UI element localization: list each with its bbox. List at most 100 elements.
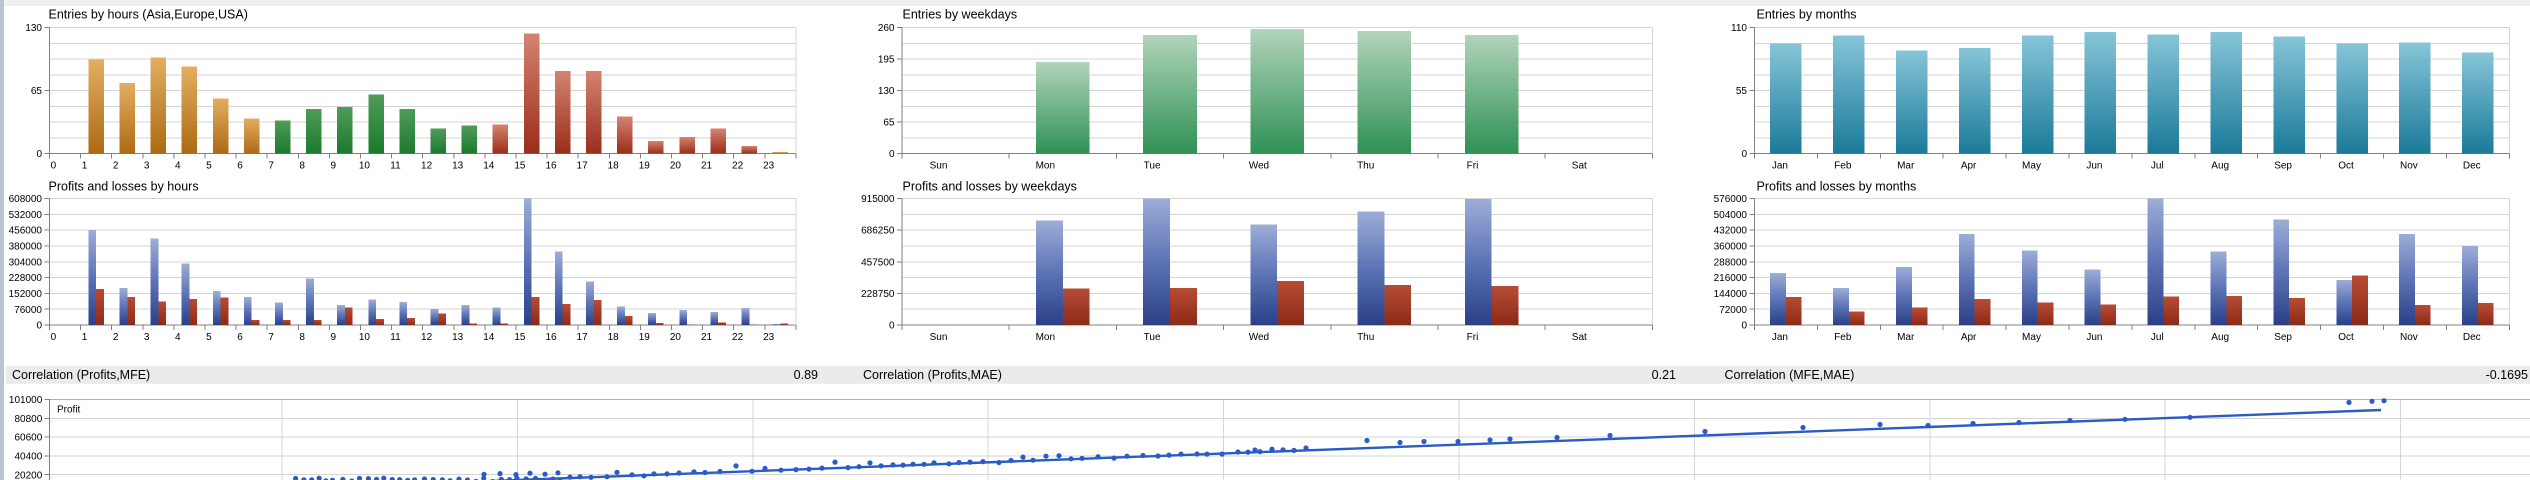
svg-text:Mon: Mon (1036, 161, 1055, 172)
svg-text:Nov: Nov (2400, 161, 2418, 172)
svg-text:380000: 380000 (9, 242, 43, 253)
svg-text:Profit: Profit (57, 405, 81, 416)
svg-text:12: 12 (421, 161, 433, 172)
svg-text:13: 13 (452, 332, 464, 343)
svg-text:576000: 576000 (1714, 194, 1748, 205)
svg-text:228750: 228750 (861, 289, 895, 300)
svg-text:Fri: Fri (1467, 161, 1479, 172)
svg-text:152000: 152000 (9, 289, 43, 300)
svg-text:0.21: 0.21 (1652, 368, 1676, 382)
svg-text:60600: 60600 (14, 433, 42, 444)
svg-text:Jun: Jun (2086, 161, 2102, 172)
svg-text:Jul: Jul (2151, 332, 2164, 343)
svg-text:Profits and losses by weekdays: Profits and losses by weekdays (903, 180, 1077, 194)
svg-text:40400: 40400 (14, 452, 42, 463)
svg-text:Sun: Sun (930, 332, 948, 343)
svg-text:14: 14 (483, 161, 495, 172)
svg-text:5: 5 (206, 332, 212, 343)
svg-text:22: 22 (732, 332, 744, 343)
svg-text:Sat: Sat (1572, 332, 1587, 343)
svg-text:360000: 360000 (1714, 242, 1748, 253)
svg-text:11: 11 (390, 332, 401, 343)
svg-text:6: 6 (237, 332, 243, 343)
svg-text:0: 0 (889, 149, 895, 160)
svg-text:Jun: Jun (2086, 332, 2102, 343)
svg-text:2: 2 (113, 332, 119, 343)
svg-text:532000: 532000 (9, 210, 43, 221)
svg-text:19: 19 (639, 161, 651, 172)
svg-text:Dec: Dec (2463, 332, 2481, 343)
svg-text:18: 18 (608, 161, 620, 172)
svg-text:May: May (2022, 161, 2041, 172)
svg-text:21: 21 (701, 161, 713, 172)
svg-text:432000: 432000 (1714, 226, 1748, 237)
svg-text:Correlation (Profits,MAE): Correlation (Profits,MAE) (863, 368, 1002, 382)
svg-text:2: 2 (113, 161, 119, 172)
svg-text:0: 0 (51, 332, 57, 343)
svg-text:288000: 288000 (1714, 257, 1748, 268)
svg-text:Entries by hours (Asia,Europe,: Entries by hours (Asia,Europe,USA) (49, 8, 248, 22)
svg-text:915000: 915000 (861, 194, 895, 205)
svg-text:65: 65 (883, 118, 895, 129)
svg-text:23: 23 (763, 161, 775, 172)
svg-text:18: 18 (608, 332, 620, 343)
svg-text:216000: 216000 (1714, 273, 1748, 284)
svg-text:Feb: Feb (1834, 161, 1852, 172)
svg-text:Jan: Jan (1772, 332, 1788, 343)
svg-text:0: 0 (36, 321, 42, 332)
svg-text:195: 195 (878, 55, 895, 66)
svg-text:16: 16 (545, 332, 557, 343)
svg-text:304000: 304000 (9, 257, 43, 268)
svg-text:Correlation (Profits,MFE): Correlation (Profits,MFE) (12, 368, 150, 382)
svg-text:Mar: Mar (1897, 161, 1915, 172)
svg-text:0: 0 (1741, 321, 1747, 332)
svg-text:686250: 686250 (861, 226, 895, 237)
svg-text:9: 9 (331, 161, 337, 172)
svg-text:20: 20 (670, 332, 682, 343)
svg-text:Dec: Dec (2463, 161, 2481, 172)
svg-text:130: 130 (878, 86, 895, 97)
svg-text:3: 3 (144, 332, 150, 343)
svg-text:20200: 20200 (14, 470, 42, 480)
svg-text:17: 17 (577, 332, 589, 343)
svg-text:Wed: Wed (1249, 161, 1269, 172)
svg-text:7: 7 (268, 161, 274, 172)
svg-text:14: 14 (483, 332, 495, 343)
svg-text:6: 6 (237, 161, 243, 172)
svg-text:Nov: Nov (2400, 332, 2418, 343)
svg-text:Aug: Aug (2211, 161, 2229, 172)
svg-text:15: 15 (514, 161, 526, 172)
svg-text:Entries by months: Entries by months (1757, 8, 1857, 22)
svg-text:-0.1695: -0.1695 (2486, 368, 2528, 382)
svg-text:144000: 144000 (1714, 289, 1748, 300)
svg-text:Sun: Sun (930, 161, 948, 172)
svg-text:Fri: Fri (1467, 332, 1479, 343)
svg-text:76000: 76000 (14, 305, 42, 316)
svg-text:Oct: Oct (2338, 332, 2354, 343)
svg-text:10: 10 (359, 332, 371, 343)
svg-text:457500: 457500 (861, 257, 895, 268)
svg-text:608000: 608000 (9, 194, 43, 205)
svg-text:80800: 80800 (14, 414, 42, 425)
svg-text:Entries by weekdays: Entries by weekdays (903, 8, 1018, 22)
svg-text:Jul: Jul (2151, 161, 2164, 172)
svg-text:10: 10 (359, 161, 371, 172)
svg-text:0: 0 (889, 321, 895, 332)
svg-text:9: 9 (331, 332, 337, 343)
svg-text:228000: 228000 (9, 273, 43, 284)
svg-text:Sat: Sat (1572, 161, 1587, 172)
svg-text:Apr: Apr (1961, 161, 1977, 172)
svg-text:1: 1 (82, 161, 88, 172)
svg-text:0: 0 (1741, 149, 1747, 160)
svg-text:8: 8 (299, 332, 305, 343)
svg-text:Profits and losses by months: Profits and losses by months (1757, 180, 1917, 194)
svg-text:0: 0 (36, 149, 42, 160)
svg-text:Profits and losses by hours: Profits and losses by hours (49, 180, 199, 194)
svg-text:Wed: Wed (1249, 332, 1269, 343)
svg-text:Feb: Feb (1834, 332, 1852, 343)
svg-text:Jan: Jan (1772, 161, 1788, 172)
svg-text:65: 65 (31, 86, 43, 97)
svg-text:16: 16 (545, 161, 557, 172)
svg-text:15: 15 (514, 332, 526, 343)
svg-text:Sep: Sep (2274, 332, 2292, 343)
